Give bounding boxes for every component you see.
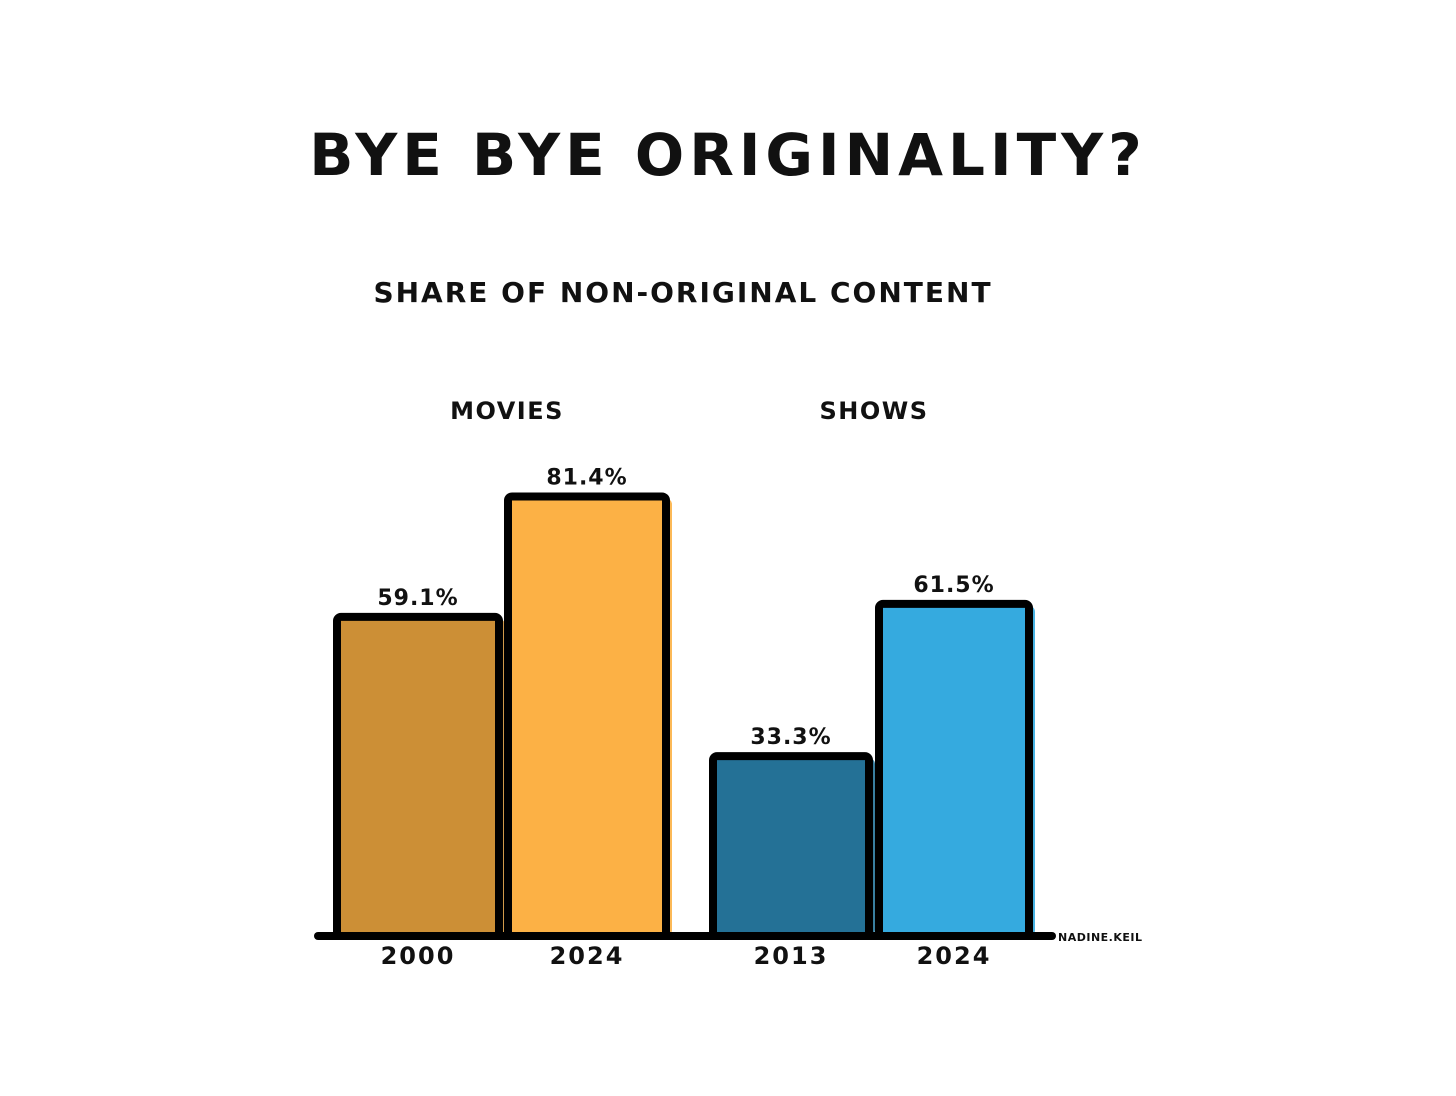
category-label-shows-2024: 2024 xyxy=(917,942,992,970)
value-label-movies-2024: 81.4% xyxy=(546,465,627,490)
credit-label: NADINE.KEIL xyxy=(1058,931,1142,944)
category-label-movies-2024: 2024 xyxy=(550,942,625,970)
group-label-movies: MOVIES xyxy=(450,397,564,425)
bar-movies-2000 xyxy=(333,612,503,940)
value-label-shows-2013: 33.3% xyxy=(750,725,831,750)
bar-shows-2013 xyxy=(709,752,873,940)
labels-layer: MOVIES 59.1% 2000 81.4% 2024 SHOWS 33.3% 2013 61… xyxy=(377,397,994,970)
chart-title: BYE BYE ORIGINALITY? xyxy=(309,121,1147,189)
bars-layer xyxy=(333,492,1035,941)
category-label-movies-2000: 2000 xyxy=(381,942,456,970)
chart-subtitle: SHARE OF NON-ORIGINAL CONTENT xyxy=(373,276,992,309)
group-label-shows: SHOWS xyxy=(819,397,928,425)
bar-shows-2024 xyxy=(875,599,1033,941)
value-label-shows-2024: 61.5% xyxy=(913,573,994,598)
bar-movies-2024 xyxy=(504,492,670,940)
category-label-shows-2013: 2013 xyxy=(754,942,829,970)
value-label-movies-2000: 59.1% xyxy=(377,586,458,611)
